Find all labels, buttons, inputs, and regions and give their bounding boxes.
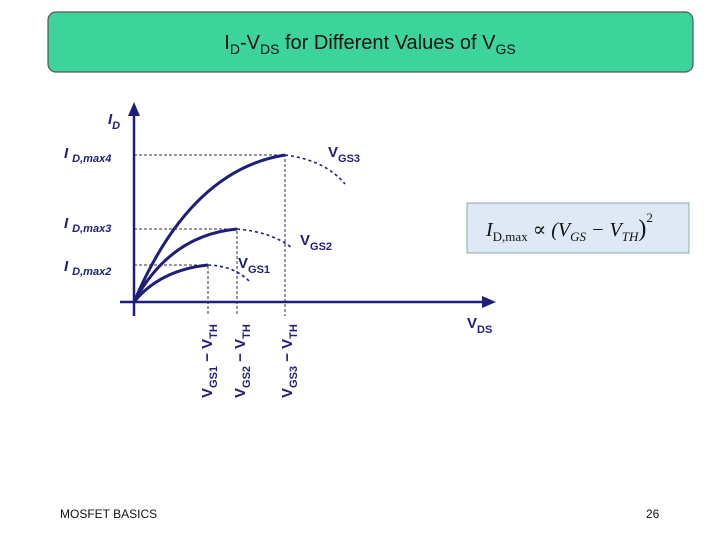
formula: ID,max ∝ (VGS − VTH)2 <box>485 210 653 244</box>
curve <box>132 153 286 303</box>
label-part: V <box>232 388 249 398</box>
label-part: D <box>112 120 120 132</box>
title-part: -V <box>240 32 261 54</box>
label-part: D,max4 <box>72 153 111 165</box>
formula-part: − V <box>586 219 624 241</box>
arrow <box>128 102 140 116</box>
title-part: I <box>224 32 230 54</box>
label-part: TH <box>288 324 300 339</box>
label-part: − V <box>232 339 249 366</box>
formula-part: ∝ (V <box>528 219 573 241</box>
label-part: I <box>64 215 69 232</box>
page-number: 26 <box>646 507 660 521</box>
curve-label: VGS2 <box>300 232 332 253</box>
formula-part: ) <box>638 216 646 242</box>
title-part: GS <box>495 41 515 57</box>
label-part: GS2 <box>241 366 253 388</box>
title: ID-VDS for Different Values of VGS <box>224 32 515 57</box>
curve-extension <box>284 154 346 185</box>
label-part: V <box>279 388 296 398</box>
label-part: TH <box>208 324 220 339</box>
curve <box>132 227 238 303</box>
label-part: V <box>199 388 216 398</box>
y-level-label: I D,max2 <box>64 258 111 278</box>
title-part: D <box>230 41 240 57</box>
label-part: GS1 <box>208 366 220 388</box>
label-part: I <box>64 145 69 162</box>
x-level-label: VGS2 − VTH <box>232 324 253 398</box>
curve-extension <box>207 264 251 283</box>
label-part: V <box>328 144 338 161</box>
label-part: DS <box>477 324 492 336</box>
formula-part: TH <box>622 229 639 244</box>
label-part: − V <box>199 339 216 366</box>
arrow <box>482 296 496 308</box>
x-axis-label: VDS <box>467 315 492 336</box>
curve <box>132 263 209 303</box>
formula-part: GS <box>570 229 586 244</box>
label-part: V <box>238 255 248 272</box>
label-part: I <box>108 111 113 128</box>
label-part: D,max3 <box>72 223 111 235</box>
curve-label: VGS1 <box>238 255 270 276</box>
label-part: V <box>300 232 310 249</box>
y-level-label: I D,max4 <box>64 145 111 165</box>
label-part: GS3 <box>338 153 360 165</box>
label-part: GS3 <box>288 366 300 388</box>
label-part: GS1 <box>248 264 270 276</box>
label-part: TH <box>241 324 253 339</box>
x-level-label: VGS1 − VTH <box>199 324 220 398</box>
curve-extension <box>236 228 293 249</box>
title-box <box>47 11 694 73</box>
label-part: V <box>467 315 477 332</box>
y-level-label: I D,max3 <box>64 215 111 235</box>
y-axis-label: ID <box>108 111 120 132</box>
label-part: − V <box>279 339 296 366</box>
formula-part: I <box>485 219 494 241</box>
title-part: for Different Values of V <box>279 32 496 54</box>
formula-part: 2 <box>646 210 653 225</box>
footer-left: MOSFET BASICS <box>60 507 157 521</box>
title-part: DS <box>260 41 279 57</box>
label-part: GS2 <box>310 241 332 253</box>
label-part: I <box>64 258 69 275</box>
curve-label: VGS3 <box>328 144 360 165</box>
formula-part: D,max <box>493 229 529 244</box>
x-level-label: VGS3 − VTH <box>279 324 300 398</box>
formula-box <box>466 202 690 254</box>
guide-line <box>134 264 209 316</box>
label-part: D,max2 <box>72 266 111 278</box>
